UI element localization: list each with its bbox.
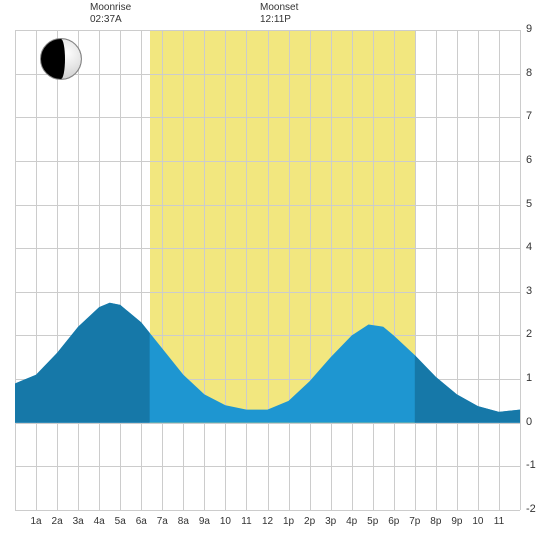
x-tick-label: 8p (430, 516, 441, 527)
y-tick-label: 9 (526, 23, 532, 35)
y-tick-label: 5 (526, 198, 532, 210)
x-tick-label: 8a (178, 516, 189, 527)
x-tick-label: 3a (73, 516, 84, 527)
y-tick-label: 6 (526, 154, 532, 166)
y-tick-label: 7 (526, 110, 532, 122)
x-tick-label: 5a (115, 516, 126, 527)
y-tick-label: 4 (526, 241, 532, 253)
x-tick-label: 7a (157, 516, 168, 527)
tide-shadow-am (15, 303, 150, 423)
x-tick-label: 6a (136, 516, 147, 527)
x-tick-label: 12 (262, 516, 273, 527)
x-tick-label: 1p (283, 516, 294, 527)
tide-shadow-pm (415, 355, 520, 423)
tide-chart: Moonrise 02:37A Moonset 12:11P -2-101234… (0, 0, 550, 550)
grid-line-v (520, 30, 521, 510)
moonrise-label: Moonrise 02:37A (90, 2, 131, 26)
y-tick-label: 3 (526, 285, 532, 297)
x-tick-label: 2a (52, 516, 63, 527)
x-tick-label: 10 (472, 516, 483, 527)
tide-curve (15, 30, 520, 510)
moonrise-title: Moonrise (90, 2, 131, 14)
plot-area (15, 30, 520, 510)
moonset-title: Moonset (260, 2, 298, 14)
y-tick-label: 8 (526, 67, 532, 79)
x-tick-label: 11 (494, 516, 504, 527)
x-tick-label: 3p (325, 516, 336, 527)
x-tick-label: 10 (220, 516, 231, 527)
x-tick-label: 9a (199, 516, 210, 527)
x-tick-label: 11 (241, 516, 251, 527)
x-tick-label: 4p (346, 516, 357, 527)
x-tick-label: 1a (30, 516, 41, 527)
x-tick-label: 2p (304, 516, 315, 527)
x-tick-label: 5p (367, 516, 378, 527)
moonset-time: 12:11P (260, 14, 298, 26)
x-tick-label: 7p (409, 516, 420, 527)
moonset-label: Moonset 12:11P (260, 2, 298, 26)
y-tick-label: -2 (526, 503, 536, 515)
grid-line-h (15, 510, 520, 511)
x-tick-label: 4a (94, 516, 105, 527)
y-tick-label: 0 (526, 416, 532, 428)
x-tick-label: 6p (388, 516, 399, 527)
y-tick-label: -1 (526, 459, 536, 471)
y-tick-label: 2 (526, 328, 532, 340)
moonrise-time: 02:37A (90, 14, 131, 26)
x-tick-label: 9p (451, 516, 462, 527)
y-tick-label: 1 (526, 372, 532, 384)
